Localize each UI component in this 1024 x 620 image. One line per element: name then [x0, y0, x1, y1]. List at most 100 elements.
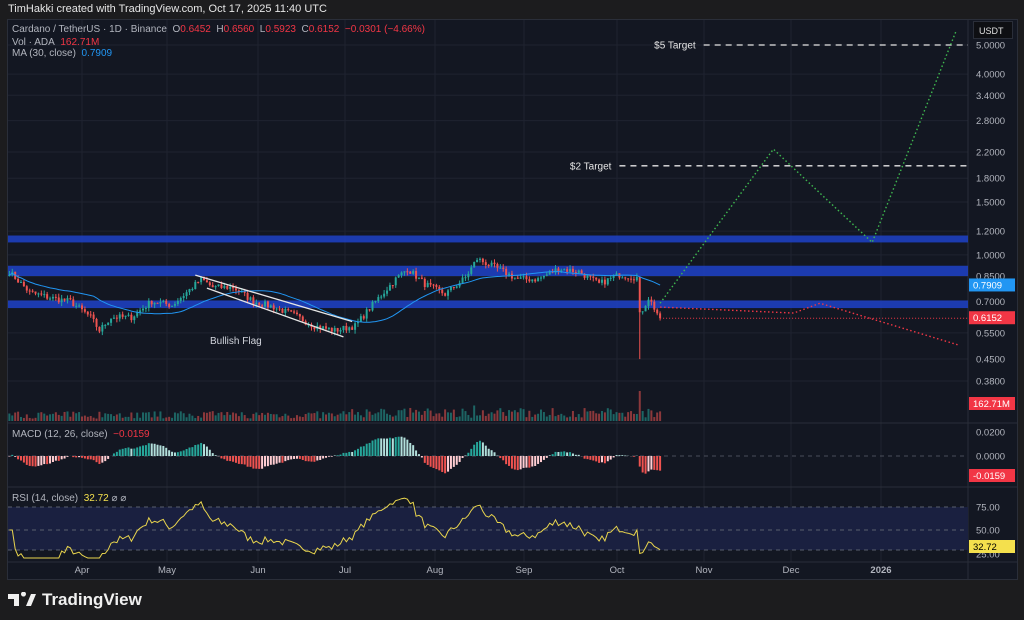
candle-body — [165, 300, 168, 304]
candle-body — [232, 286, 235, 289]
volume-bar — [650, 410, 653, 421]
volume-bar — [586, 411, 589, 421]
macd-histogram-bar — [592, 456, 595, 461]
volume-bar — [188, 413, 191, 421]
open-label: O — [172, 24, 181, 35]
candle-body — [531, 279, 534, 282]
macd-histogram-bar — [301, 456, 304, 460]
macd-histogram-bar — [606, 456, 609, 462]
macd-histogram-bar — [107, 456, 110, 459]
volume-bar — [464, 411, 467, 421]
macd-histogram-bar — [142, 445, 145, 456]
candle-body — [115, 317, 118, 319]
macd-histogram-bar — [130, 448, 133, 456]
volume-bar — [130, 412, 133, 421]
candle-body — [403, 271, 406, 273]
candle-body — [28, 290, 31, 292]
volume-bar — [89, 416, 92, 421]
candle-body — [554, 268, 557, 273]
volume-bar — [208, 411, 211, 421]
moving-average-line — [9, 270, 661, 323]
macd-histogram-bar — [295, 456, 298, 459]
candle-body — [98, 326, 101, 332]
volume-bar — [156, 416, 159, 421]
candle-body — [179, 297, 182, 301]
volume-bar — [182, 413, 185, 421]
volume-bar — [444, 409, 447, 421]
candle-body — [159, 301, 162, 304]
macd-histogram-bar — [182, 450, 185, 456]
currency-selector[interactable]: USDT — [973, 21, 1013, 39]
volume-bar — [159, 411, 162, 421]
visibility-icon[interactable]: ⌀ ⌀ — [111, 493, 127, 504]
macd-histogram-bar — [441, 456, 444, 472]
volume-bar — [508, 410, 511, 421]
macd-histogram-bar — [525, 456, 528, 468]
macd-histogram-bar — [185, 449, 188, 456]
macd-histogram-bar — [98, 456, 101, 464]
candle-body — [522, 276, 525, 278]
macd-histogram-bar — [336, 455, 339, 456]
ma-badge — [969, 278, 1015, 292]
volume-bar — [258, 415, 261, 421]
volume-bar — [19, 416, 22, 421]
time-axis-label: Sep — [516, 565, 533, 576]
macd-histogram-bar — [484, 445, 487, 456]
target-label: $2 Target — [570, 161, 612, 172]
candle-body — [467, 273, 470, 278]
candle-body — [444, 293, 447, 296]
volume-bar — [104, 413, 107, 421]
macd-histogram-bar — [461, 456, 464, 459]
macd-histogram-bar — [173, 452, 176, 456]
volume-bar — [362, 417, 365, 421]
candle-body — [203, 276, 206, 281]
volume-bar — [478, 415, 481, 421]
candle-body — [490, 262, 493, 266]
macd-histogram-bar — [412, 445, 415, 456]
volume-bar — [394, 415, 397, 421]
candle-body — [415, 271, 418, 279]
volume-bar — [246, 418, 249, 421]
volume-bar — [330, 413, 333, 421]
volume-bar — [313, 413, 316, 421]
volume-bar — [316, 411, 319, 421]
candle-body — [182, 296, 185, 298]
macd-histogram-bar — [522, 456, 525, 468]
volume-bar — [354, 414, 357, 421]
volume-bar — [635, 413, 638, 421]
candle-body — [275, 308, 278, 310]
candle-body — [383, 293, 386, 297]
macd-histogram-bar — [95, 456, 98, 463]
macd-histogram-bar — [194, 444, 197, 456]
candle-body — [78, 305, 81, 307]
candle-body — [374, 300, 377, 302]
volume-bar — [525, 417, 528, 421]
candle-body — [589, 275, 592, 277]
candle-body — [191, 289, 194, 291]
price-tick-label: 0.4500 — [976, 354, 1005, 365]
candle-body — [66, 298, 69, 301]
volume-bar — [17, 411, 20, 421]
macd-histogram-bar — [214, 455, 217, 456]
macd-histogram-bar — [304, 456, 307, 462]
candle-body — [17, 278, 20, 283]
macd-histogram-bar — [232, 456, 235, 462]
macd-histogram-bar — [281, 456, 284, 463]
candle-body — [266, 301, 269, 308]
macd-histogram-bar — [493, 452, 496, 456]
candle-body — [534, 279, 537, 282]
macd-histogram-bar — [278, 456, 281, 463]
candle-body — [54, 296, 57, 298]
candle-body — [391, 285, 394, 287]
volume-bar — [569, 416, 572, 421]
candle-body — [653, 301, 656, 310]
candle-body — [86, 311, 89, 315]
volume-bar — [417, 411, 420, 421]
volume-bar — [14, 412, 17, 421]
price-tick-label: 2.8000 — [976, 116, 1005, 127]
volume-bar — [22, 417, 25, 421]
volume-bar — [632, 413, 635, 421]
candle-body — [173, 304, 176, 306]
candle-body — [348, 327, 351, 331]
